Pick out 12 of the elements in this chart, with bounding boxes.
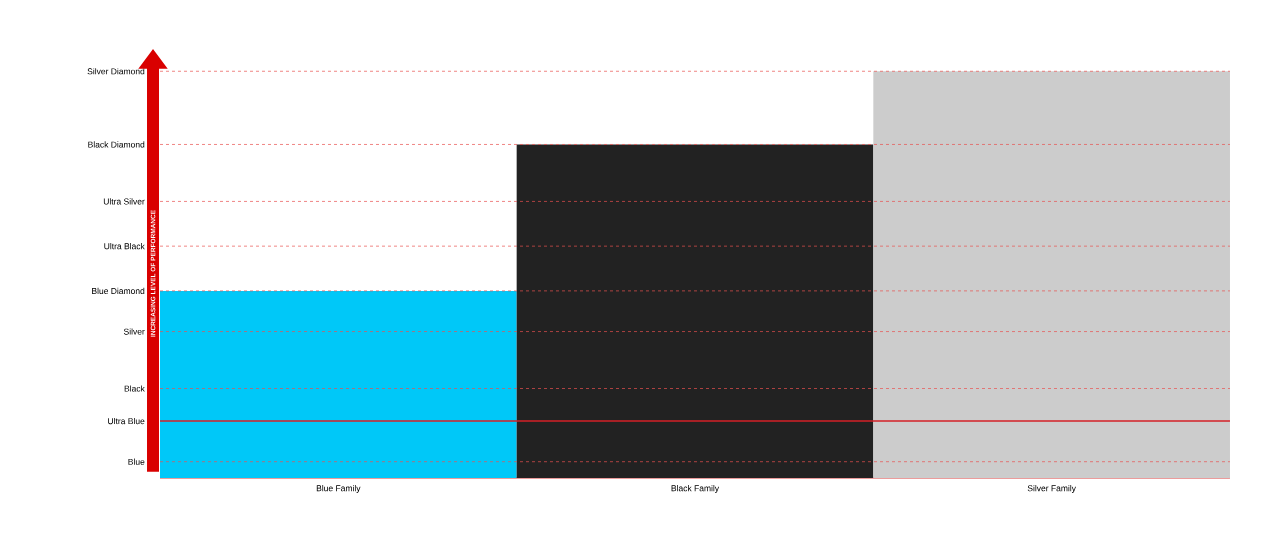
ref-line-label: Silver xyxy=(123,328,145,335)
ref-line-label: Blue xyxy=(128,458,145,465)
ref-line-label: Blue Diamond xyxy=(92,287,145,295)
ref-line-label: Ultra Black xyxy=(104,243,145,250)
ref-line-label: Ultra Silver xyxy=(103,198,145,205)
x-tick-label: Blue Family xyxy=(316,485,361,493)
ref-line-label: Silver Diamond xyxy=(87,68,145,75)
ref-line-label: Ultra Blue xyxy=(108,417,145,425)
x-tick-label: Silver Family xyxy=(1027,485,1076,493)
ref-line-label: Black xyxy=(124,385,145,392)
x-tick-label: Black Family xyxy=(671,485,720,493)
ref-line-label: Black Diamond xyxy=(88,141,145,148)
